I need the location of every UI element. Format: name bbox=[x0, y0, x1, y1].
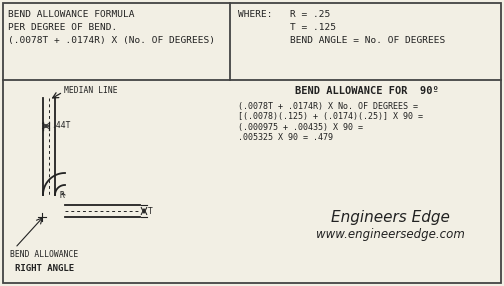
Text: R = .25: R = .25 bbox=[290, 10, 330, 19]
Text: .005325 X 90 = .479: .005325 X 90 = .479 bbox=[238, 134, 333, 142]
Text: BEND ALLOWANCE FORMULA: BEND ALLOWANCE FORMULA bbox=[8, 10, 135, 19]
Text: T: T bbox=[148, 207, 153, 216]
Text: [(.0078)(.125) + (.0174)(.25)] X 90 =: [(.0078)(.125) + (.0174)(.25)] X 90 = bbox=[238, 112, 423, 122]
Text: MEDIAN LINE: MEDIAN LINE bbox=[64, 86, 117, 95]
Text: Engineers Edge: Engineers Edge bbox=[331, 210, 450, 225]
Text: WHERE:: WHERE: bbox=[238, 10, 273, 19]
Text: T = .125: T = .125 bbox=[290, 23, 336, 32]
Text: BEND ALLOWANCE: BEND ALLOWANCE bbox=[10, 250, 78, 259]
Text: .44T: .44T bbox=[51, 121, 71, 130]
Text: (.0078T + .0174R) X (No. OF DEGREES): (.0078T + .0174R) X (No. OF DEGREES) bbox=[8, 36, 215, 45]
Text: RIGHT ANGLE: RIGHT ANGLE bbox=[16, 264, 75, 273]
Text: www.engineersedge.com: www.engineersedge.com bbox=[316, 228, 465, 241]
Text: BEND ALLOWANCE FOR  90º: BEND ALLOWANCE FOR 90º bbox=[295, 86, 439, 96]
Text: (.000975 + .00435) X 90 =: (.000975 + .00435) X 90 = bbox=[238, 123, 363, 132]
Text: BEND ANGLE = No. OF DEGREES: BEND ANGLE = No. OF DEGREES bbox=[290, 36, 445, 45]
Text: PER DEGREE OF BEND.: PER DEGREE OF BEND. bbox=[8, 23, 117, 32]
Text: (.0078T + .0174R) X No. OF DEGREES =: (.0078T + .0174R) X No. OF DEGREES = bbox=[238, 102, 418, 111]
Text: R: R bbox=[60, 191, 65, 200]
